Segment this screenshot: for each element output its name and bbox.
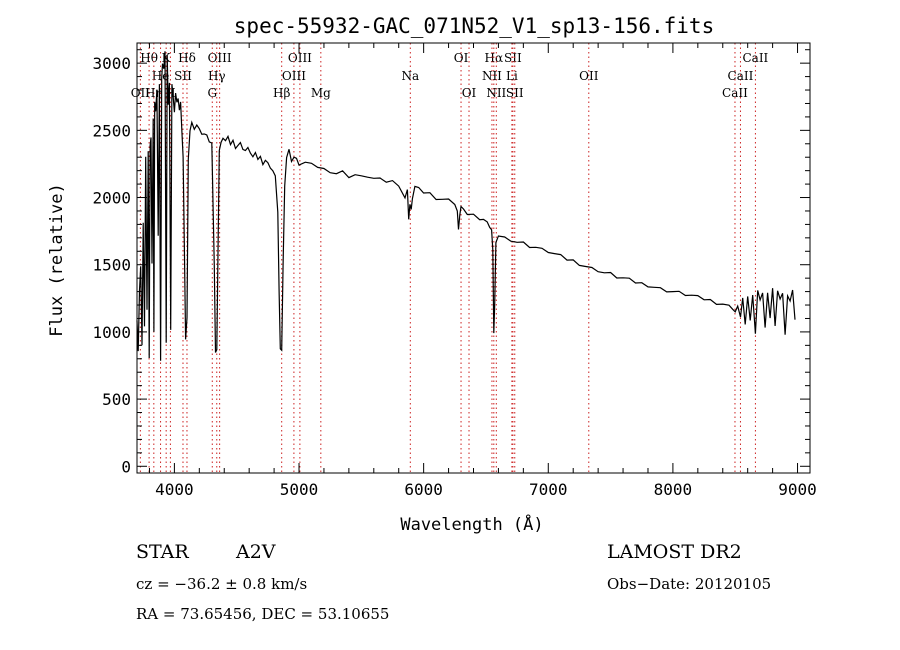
x-tick-label-4000: 4000 [155,480,194,499]
line-marker-label-4: OIII [288,51,312,65]
line-marker-label-16: OII [579,69,599,83]
line-marker-label-11: Hγ [208,69,226,83]
line-marker-label-8: CaII [742,51,768,65]
plot-frame [136,42,811,474]
x-tick-label-5000: 5000 [280,480,319,499]
line-marker-label-14: NII [482,69,502,83]
line-marker-label-6: Hα [485,51,504,65]
y-axis-label: Flux (relative) [47,183,67,337]
x-axis-label: Wavelength (Å) [400,513,543,535]
x-tick-label-9000: 9000 [778,480,817,499]
line-marker-label-15: Li [506,69,518,83]
x-tick-label-6000: 6000 [404,480,443,499]
line-marker-label-19: Hη [145,86,163,100]
line-marker-label-7: SII [504,51,522,65]
y-tick-label-1500: 1500 [92,256,131,275]
line-marker-label-18: OII [131,86,151,100]
y-tick-label-1000: 1000 [92,323,131,342]
spectrum-line [136,51,796,361]
line-marker-label-22: Hβ [273,86,290,100]
survey-name: LAMOST DR2 [607,541,742,563]
x-tick-label-7000: 7000 [529,480,568,499]
plot-axes: 4000 5000 6000 7000 8000 9000 0 500 1000 1500 2000… [92,42,817,499]
x-tick-label-8000: 8000 [654,480,693,499]
redshift-info: cz = −36.2 ± 0.8 km/s [136,575,308,593]
obs-date: Obs−Date: 20120105 [607,575,772,593]
object-subclass: A2V [236,541,276,563]
line-marker-label-20: H [165,86,175,100]
chart-title: spec-55932-GAC_071N52_V1_sp13-156.fits [234,14,714,38]
line-marker-label-5: OI [454,51,469,65]
line-marker-label-13: Na [401,69,419,83]
line-marker-label-27: CaII [722,86,748,100]
line-marker-label-3: OIII [208,51,232,65]
line-marker-label-17: CaII [728,69,754,83]
coordinates: RA = 73.65456, DEC = 53.10655 [136,605,390,623]
line-marker-label-23: Mg [311,86,331,100]
line-marker-label-21: G [207,86,217,100]
spectrum-series [136,51,796,361]
y-tick-label-0: 0 [121,457,131,476]
line-marker-label-2: Hδ [178,51,196,65]
line-marker-label-25: NII [486,86,506,100]
line-marker-label-26: SII [506,86,524,100]
line-marker-label-10: SII [174,69,192,83]
object-class: STAR [136,541,189,563]
y-tick-label-2500: 2500 [92,121,131,140]
y-tick-label-2000: 2000 [92,189,131,208]
line-marker-label-24: OI [462,86,477,100]
y-tick-label-3000: 3000 [92,54,131,73]
line-marker-label-12: OIII [282,69,306,83]
y-tick-label-500: 500 [102,390,131,409]
